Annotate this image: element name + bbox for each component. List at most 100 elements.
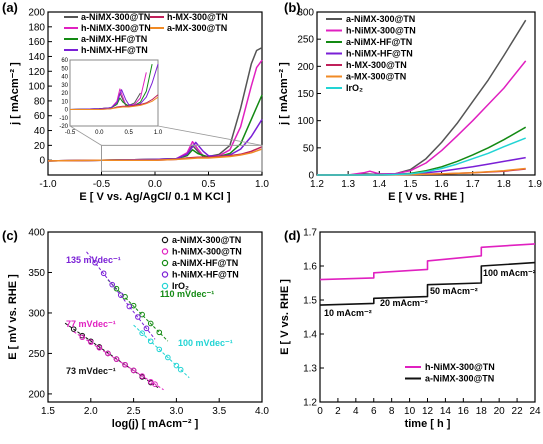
legend-c-label: h-NiMX-300@TN xyxy=(172,247,242,257)
panel-a-ytick-label: 160 xyxy=(28,37,45,48)
panel-c-xlabel: log(j) [ mAcm⁻² ] xyxy=(112,418,199,430)
panel-d-axes: 0 2 4 6 8 10 12 14 16 18 20 22 241.21.31.41.51.61.7t… xyxy=(279,228,541,431)
panel-d-xtick-label: 22 xyxy=(512,406,524,417)
inset-ytick-label: 60 xyxy=(61,58,68,64)
panel-a-ytick-label: 60 xyxy=(34,111,46,122)
panel-b-xtick-label: 1.9 xyxy=(528,179,542,190)
panel-a-ytick-label: 20 xyxy=(34,141,46,152)
inset-ytick-label: 20 xyxy=(61,91,68,97)
panel-b-axes: 1.2 1.3 1.4 1.5 1.6 1.7 1.8 1.9 0 50 100 150 200 250 3… xyxy=(278,0,542,203)
slope-annotation: 77 mVdec⁻¹ xyxy=(66,319,116,329)
panel-a-ytick-label: 0 xyxy=(39,156,45,167)
inset-xtick-label: 0.5 xyxy=(124,130,133,136)
panel-c-ytick-label: 400 xyxy=(28,228,45,239)
inset-ytick-label: 10 xyxy=(61,99,68,105)
point-c-h-nimx-hf-tn xyxy=(100,270,107,277)
panel-d-ylabel: E [ V vs. RHE ] xyxy=(279,279,291,355)
panel-c-ytick-label: 300 xyxy=(28,308,45,319)
legend-a-label: h-MX-300@TN xyxy=(167,12,228,22)
panel-b-ytick-label: 200 xyxy=(297,62,314,73)
inset-ytick-label: 0 xyxy=(65,108,69,114)
fit-line-c-a-nimx-hf-tn xyxy=(107,279,169,342)
panel-a-xtick-label: -1.0 xyxy=(39,179,57,190)
panel-d-xtick-label: 8 xyxy=(389,406,395,417)
panel-d-panel-label: (d) xyxy=(284,228,301,243)
legend-c-marker xyxy=(161,259,169,267)
panel-b-legend: a-NiMX-300@TN h-NiMX-300@TNa-NiMX-HF@TN h-… xyxy=(326,14,416,93)
panel-a-ytick-label: 200 xyxy=(28,8,45,19)
panel-c-ytick-label: 350 xyxy=(28,268,45,279)
point-c-iro xyxy=(156,346,163,353)
legend-d-label: h-NiMX-300@TN xyxy=(425,362,495,372)
panel-d-ytick-label: 1.6 xyxy=(303,262,317,273)
panel-b-xtick-label: 1.5 xyxy=(403,179,417,190)
panel-a-ytick-label: 40 xyxy=(34,126,46,137)
panel-c-annotations: 135 mVdec⁻¹ 110 mVdec⁻¹ 77 mVdec⁻¹ 100 mVde… xyxy=(66,255,233,376)
series-b-a-nimx-300-tn xyxy=(317,19,527,176)
point-c-h-nimx-hf-tn xyxy=(135,314,141,320)
series-b-iro xyxy=(317,137,526,176)
panel-b-panel-label: (b) xyxy=(284,0,301,15)
inset-series-a-mx-300-tn xyxy=(70,96,159,110)
legend-b-label: IrO₂ xyxy=(346,83,363,93)
current-step-label: 100 mAcm⁻² xyxy=(483,268,536,278)
panel-c-legend: a-NiMX-300@TN h-NiMX-300@TNa-NiMX-HF@TN h-… xyxy=(161,235,242,291)
inset-xtick-label: 0.0 xyxy=(95,130,104,136)
legend-b-label: a-MX-300@TN xyxy=(346,72,406,82)
current-step-label: 10 mAcm⁻² xyxy=(324,308,372,318)
panel-d-ytick-label: 1.7 xyxy=(303,228,317,239)
panel-c-xtick-label: 1.5 xyxy=(41,406,55,417)
point-c-a-nimx-hf-tn xyxy=(147,320,154,327)
slope-annotation: 73 mVdec⁻¹ xyxy=(66,366,116,376)
panel-a-ytick-label: 100 xyxy=(28,82,45,93)
legend-b-label: a-NiMX-300@TN xyxy=(346,14,415,24)
panel-c-panel-label: (c) xyxy=(2,228,18,243)
legend-a-label: a-NiMX-HF@TN xyxy=(81,34,147,44)
inset-ytick-label: 40 xyxy=(61,75,68,81)
current-step-label: 50 mAcm⁻² xyxy=(430,286,478,296)
panel-a-axes: -1.0 -0.5 0.0 0.5 1.002040608010012014016018… xyxy=(2,0,269,203)
slope-annotation: 100 mVdec⁻¹ xyxy=(178,338,233,348)
panel-d-legend: h-NiMX-300@TN a-NiMX-300@TN xyxy=(405,362,495,384)
panel-a-panel-label: (a) xyxy=(2,0,18,15)
panel-b-ylabel: j [ mAcm⁻² ] xyxy=(278,62,290,126)
point-c-iro xyxy=(173,362,180,369)
panel-d-annotations: 10 mAcm⁻² 20 mAcm⁻²50 mAcm⁻² 100 mAcm⁻² xyxy=(324,268,536,318)
inset-series-h-nimx-hf-tn xyxy=(69,63,159,110)
panel-a-ytick-label: 140 xyxy=(28,52,45,63)
legend-b-label: h-NiMX-300@TN xyxy=(346,26,416,36)
panel-b-ytick-label: 0 xyxy=(308,171,314,182)
fit-line-c-iro xyxy=(133,324,190,379)
legend-b-label: h-NiMX-HF@TN xyxy=(346,49,413,59)
legend-a-label: a-NiMX-300@TN xyxy=(81,12,150,22)
series-a-a-mx-300-tn xyxy=(47,148,263,162)
inset-xtick-label: 1.0 xyxy=(154,130,163,136)
legend-a-label: h-NiMX-300@TN xyxy=(81,23,151,33)
point-c-h-nimx-300-tn xyxy=(122,361,128,368)
panel-b-xtick-label: 1.6 xyxy=(435,179,449,190)
legend-c-label: h-NiMX-HF@TN xyxy=(172,270,239,280)
panel-a-xtick-label: -0.5 xyxy=(93,179,111,190)
point-c-h-nimx-300-tn xyxy=(105,350,111,357)
point-c-a-nimx-300-tn xyxy=(70,326,77,332)
point-c-a-nimx-hf-tn xyxy=(113,285,120,292)
legend-c-label: a-NiMX-300@TN xyxy=(172,235,241,245)
panel-d-xtick-label: 4 xyxy=(353,406,359,417)
slope-annotation: 110 mVdec⁻¹ xyxy=(160,289,214,299)
fit-line-c-h-nimx-hf-tn xyxy=(86,251,156,340)
legend-c-label: a-NiMX-HF@TN xyxy=(172,258,238,268)
panel-b-ytick-label: 100 xyxy=(297,116,314,127)
panel-a-xtick-label: 1.0 xyxy=(255,179,269,190)
panel-a-ytick-label: 120 xyxy=(28,67,45,78)
panel-d-xtick-label: 0 xyxy=(317,406,323,417)
point-c-iro xyxy=(165,354,171,361)
panel-d-xlabel: time [ h ] xyxy=(405,418,451,430)
panel-d-ytick-label: 1.4 xyxy=(303,330,317,341)
panel-c-ytick-label: 200 xyxy=(28,389,45,400)
point-c-h-nimx-hf-tn xyxy=(143,325,150,332)
inset-frame xyxy=(69,59,159,127)
legend-c-marker xyxy=(161,236,169,244)
panel-b-xtick-label: 1.3 xyxy=(341,179,355,190)
panel-c-xtick-label: 2.0 xyxy=(84,406,98,417)
